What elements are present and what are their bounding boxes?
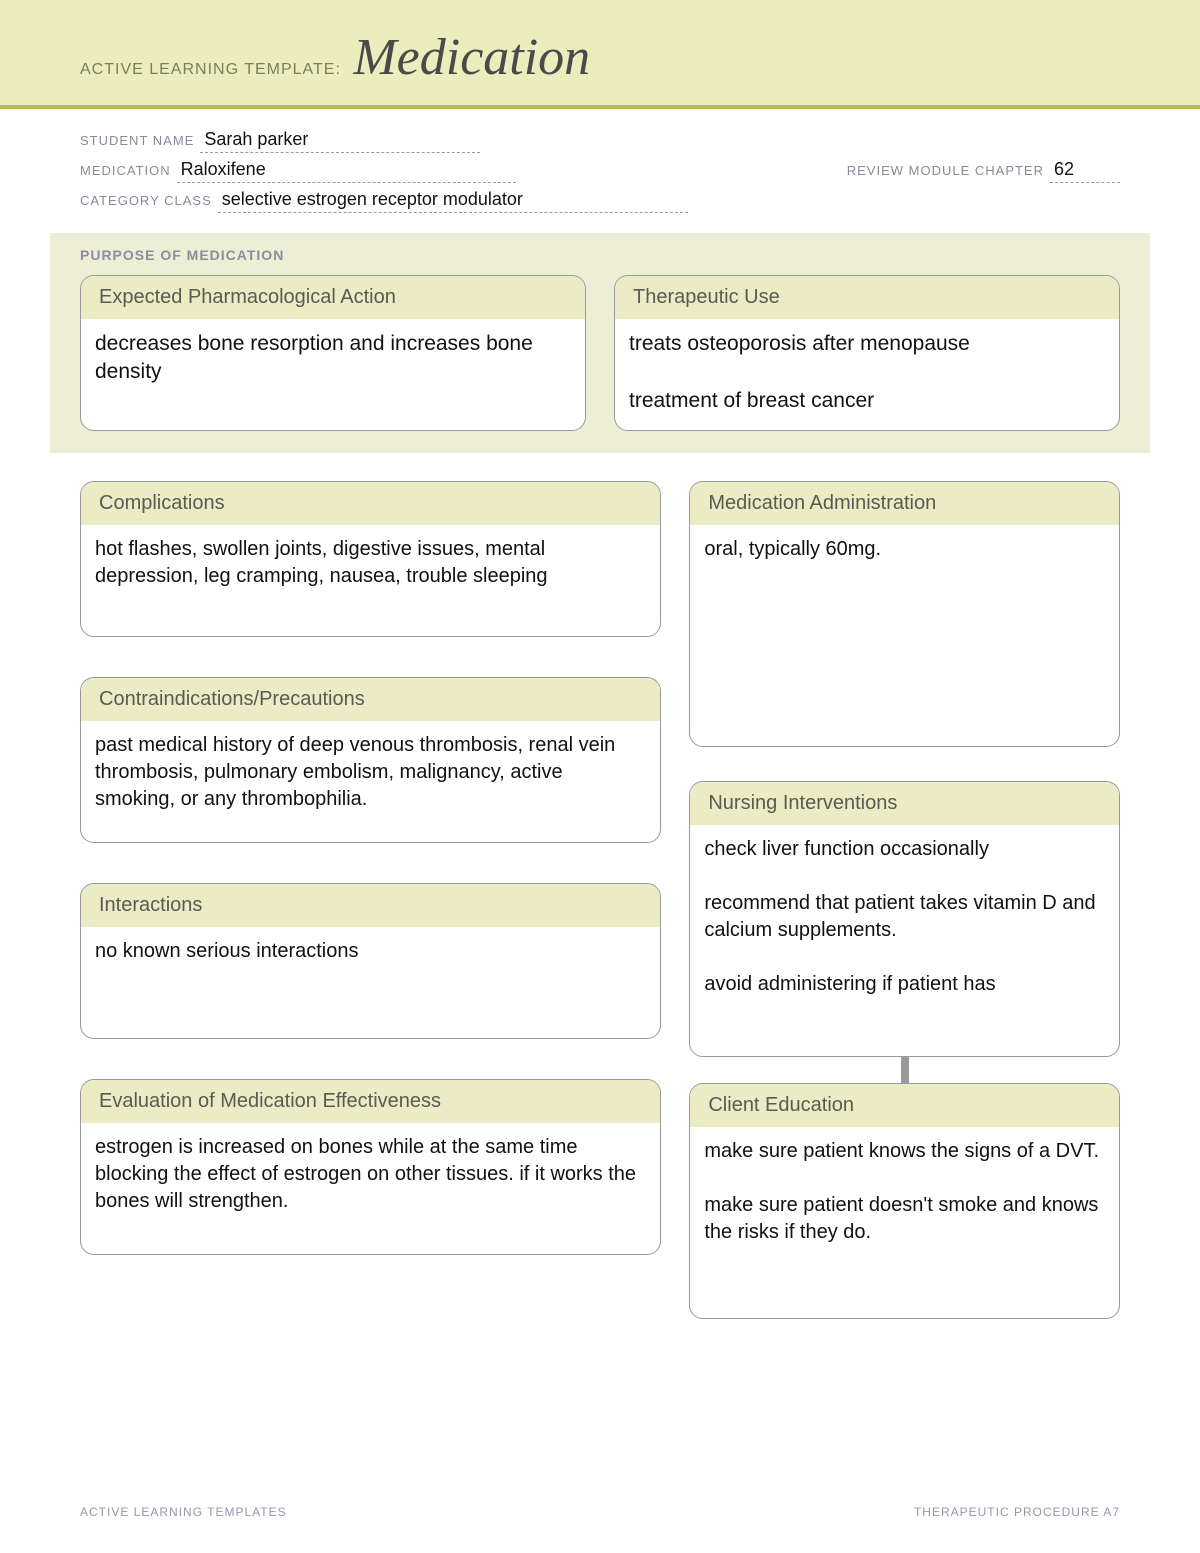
card-evaluation: Evaluation of Medication Effectiveness e… <box>80 1079 661 1255</box>
card-nursing: Nursing Interventions check liver functi… <box>689 781 1120 1057</box>
card-body: check liver function occasionally recomm… <box>690 826 1119 1056</box>
card-education: Client Education make sure patient knows… <box>689 1083 1120 1319</box>
purpose-label: PURPOSE OF MEDICATION <box>80 247 1120 263</box>
card-complications: Complications hot flashes, swollen joint… <box>80 481 661 637</box>
card-header: Complications <box>81 482 660 526</box>
card-header: Client Education <box>690 1084 1119 1128</box>
category-value: selective estrogen receptor modulator <box>218 189 688 213</box>
card-header: Contraindications/Precautions <box>81 678 660 722</box>
footer: ACTIVE LEARNING TEMPLATES THERAPEUTIC PR… <box>80 1505 1120 1519</box>
card-body: decreases bone resorption and increases … <box>81 320 585 430</box>
purpose-row: Expected Pharmacological Action decrease… <box>80 275 1120 431</box>
medication-label: MEDICATION <box>80 163 171 178</box>
card-body: oral, typically 60mg. <box>690 526 1119 746</box>
footer-left: ACTIVE LEARNING TEMPLATES <box>80 1505 287 1519</box>
card-expected-action: Expected Pharmacological Action decrease… <box>80 275 586 431</box>
main-grid: Complications hot flashes, swollen joint… <box>0 453 1200 1319</box>
connector-line <box>901 1057 909 1083</box>
meta-row-student: STUDENT NAME Sarah parker <box>80 129 1120 153</box>
card-header: Interactions <box>81 884 660 928</box>
chapter-value: 62 <box>1050 159 1120 183</box>
medication-value: Raloxifene <box>177 159 516 183</box>
card-body: make sure patient knows the signs of a D… <box>690 1128 1119 1318</box>
student-label: STUDENT NAME <box>80 133 194 148</box>
header-band: ACTIVE LEARNING TEMPLATE: Medication <box>0 0 1200 109</box>
meta-block: STUDENT NAME Sarah parker MEDICATION Ral… <box>0 109 1200 233</box>
header-title: Medication <box>353 28 590 87</box>
category-label: CATEGORY CLASS <box>80 193 212 208</box>
card-body: estrogen is increased on bones while at … <box>81 1124 660 1254</box>
header-prefix: ACTIVE LEARNING TEMPLATE: <box>80 61 341 79</box>
left-column: Complications hot flashes, swollen joint… <box>80 481 661 1319</box>
card-header: Evaluation of Medication Effectiveness <box>81 1080 660 1124</box>
card-header: Medication Administration <box>690 482 1119 526</box>
card-header: Nursing Interventions <box>690 782 1119 826</box>
chapter-label: REVIEW MODULE CHAPTER <box>847 163 1044 178</box>
card-interactions: Interactions no known serious interactio… <box>80 883 661 1039</box>
meta-row-medication: MEDICATION Raloxifene REVIEW MODULE CHAP… <box>80 159 1120 183</box>
meta-row-category: CATEGORY CLASS selective estrogen recept… <box>80 189 1120 213</box>
card-body: no known serious interactions <box>81 928 660 1038</box>
spacer <box>689 747 1120 781</box>
page: ACTIVE LEARNING TEMPLATE: Medication STU… <box>0 0 1200 1553</box>
card-header: Therapeutic Use <box>615 276 1119 320</box>
footer-right: THERAPEUTIC PROCEDURE A7 <box>914 1505 1120 1519</box>
card-therapeutic-use: Therapeutic Use treats osteoporosis afte… <box>614 275 1120 431</box>
purpose-section: PURPOSE OF MEDICATION Expected Pharmacol… <box>50 233 1150 453</box>
card-body: past medical history of deep venous thro… <box>81 722 660 842</box>
card-header: Expected Pharmacological Action <box>81 276 585 320</box>
student-value: Sarah parker <box>200 129 480 153</box>
card-administration: Medication Administration oral, typicall… <box>689 481 1120 747</box>
card-body: treats osteoporosis after menopause trea… <box>615 320 1119 430</box>
card-body: hot flashes, swollen joints, digestive i… <box>81 526 660 636</box>
right-column: Medication Administration oral, typicall… <box>689 481 1120 1319</box>
card-contraindications: Contraindications/Precautions past medic… <box>80 677 661 843</box>
